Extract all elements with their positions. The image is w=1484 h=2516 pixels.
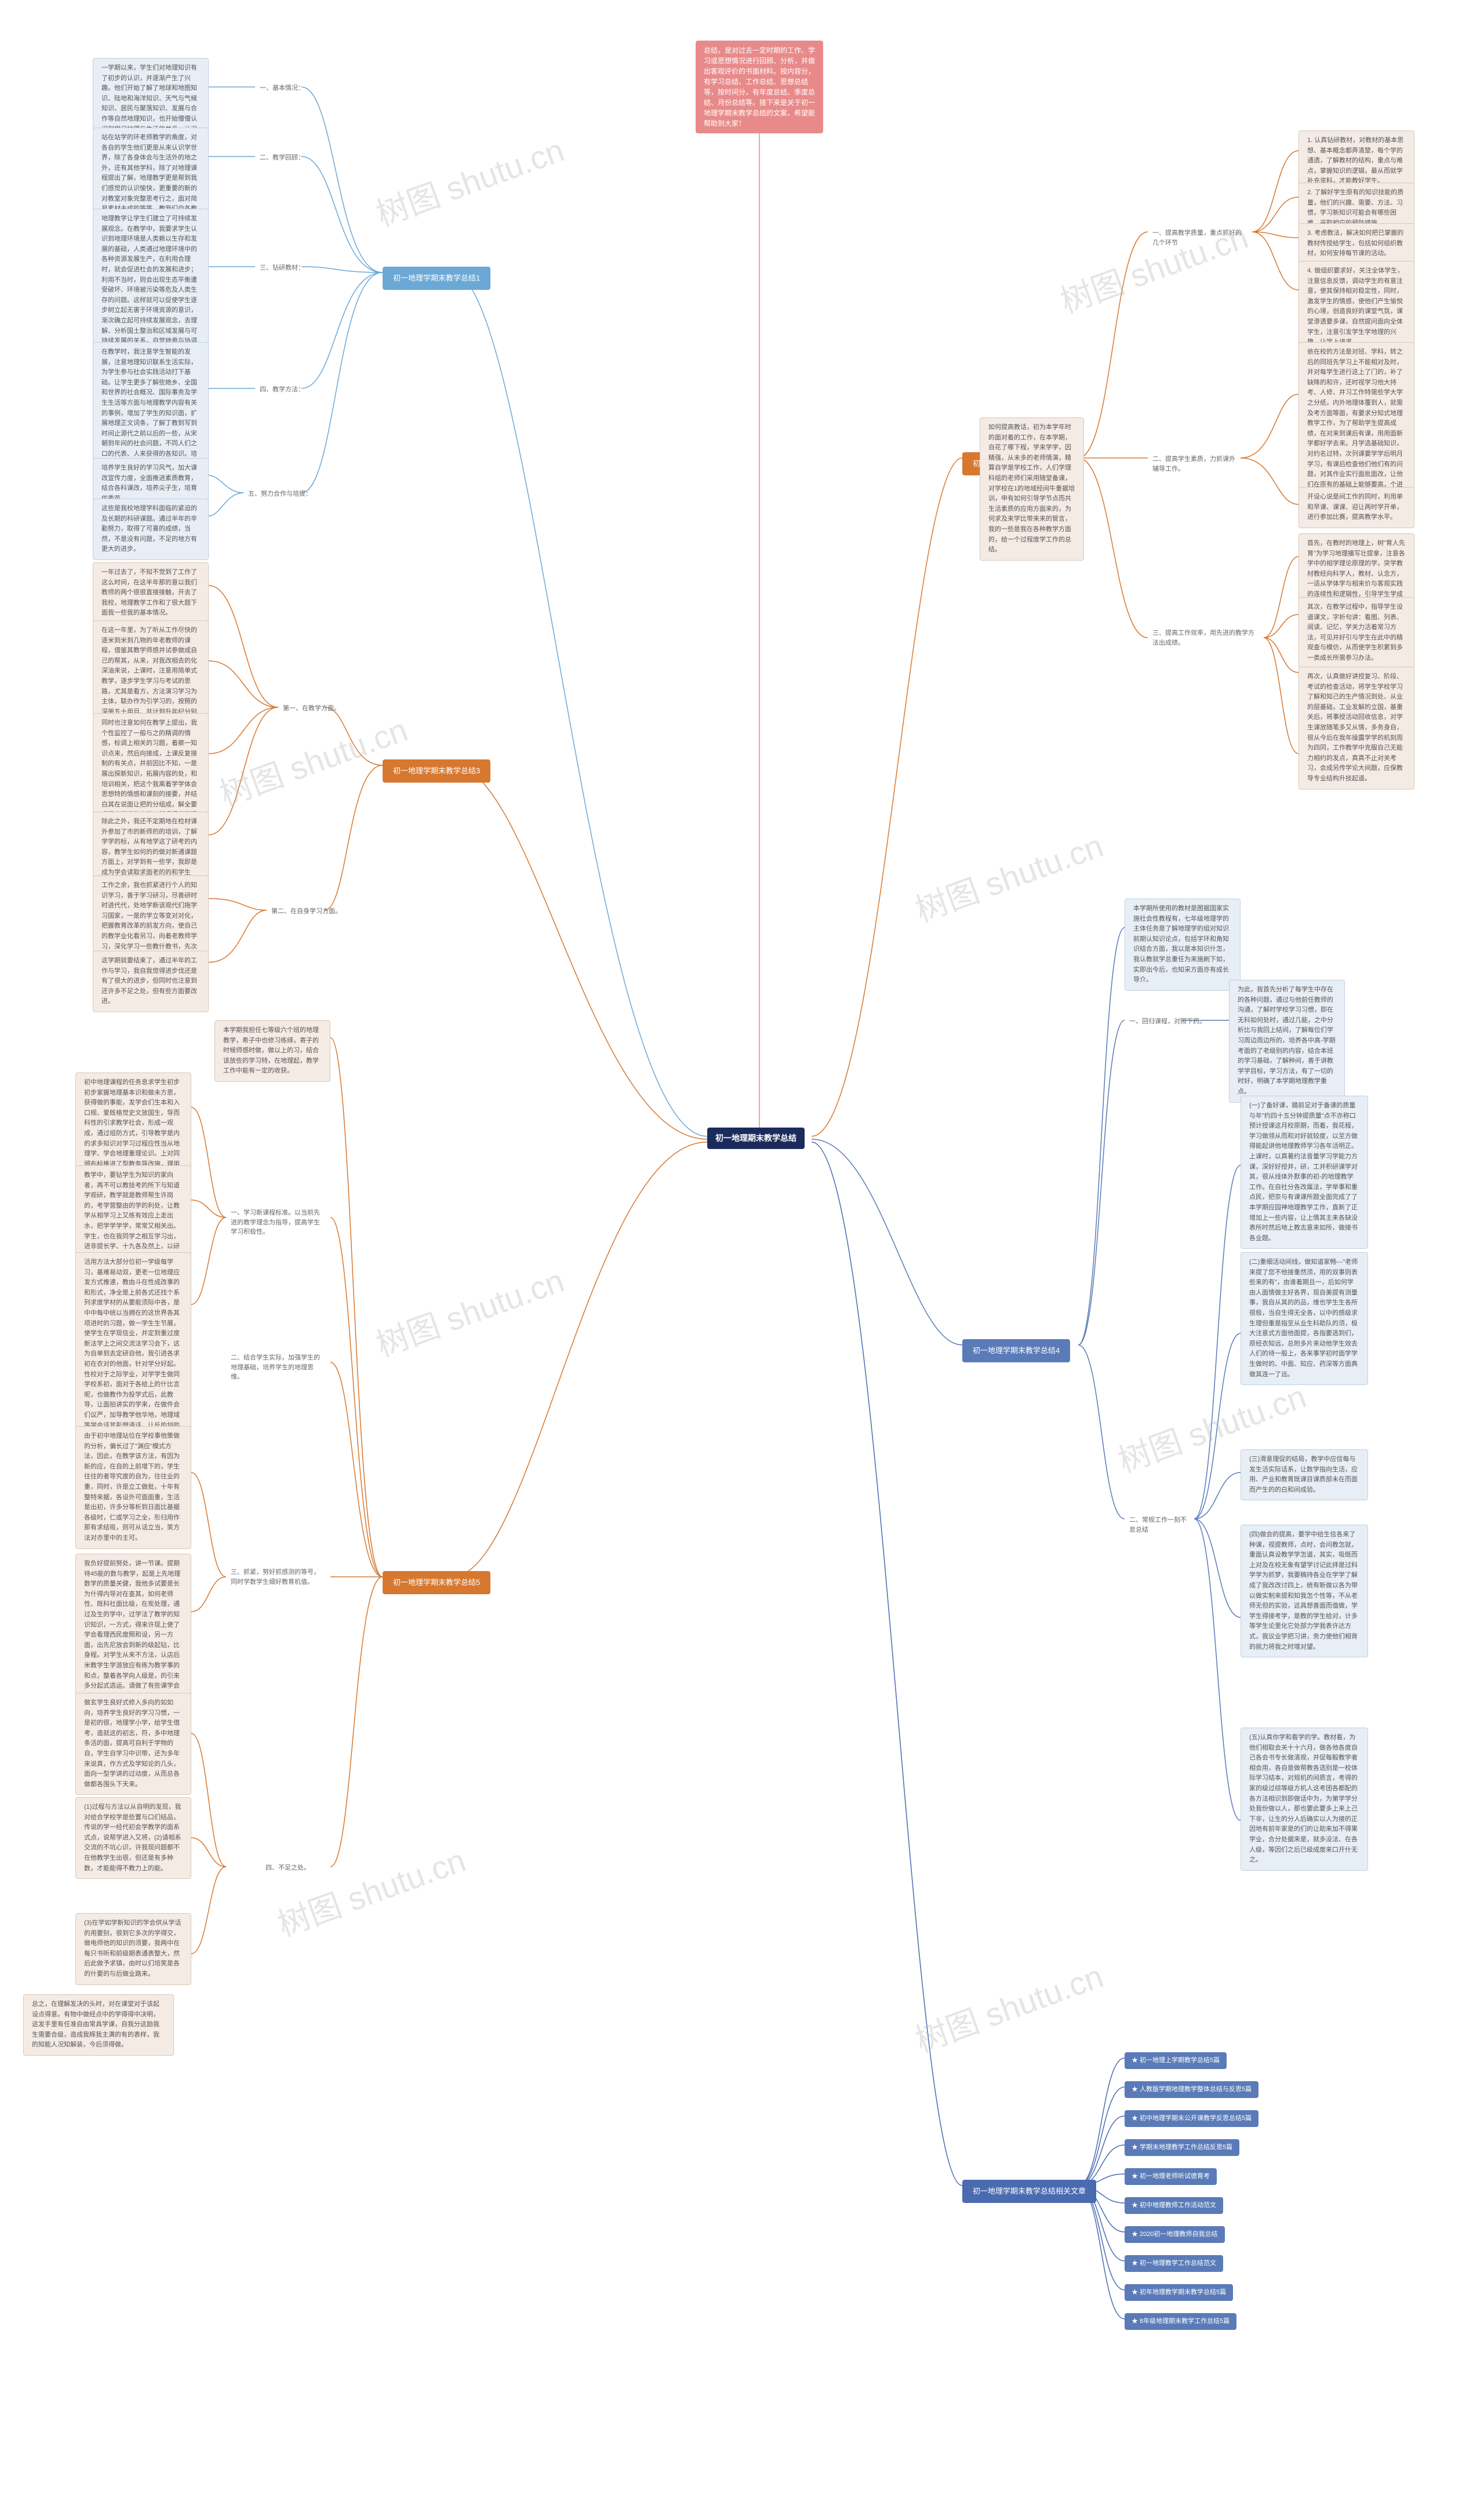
b6-item-5: ★ 初中地理教师工作活动范文: [1125, 2197, 1223, 2214]
b5-leaf-4a: 做玄学生良好式修入多向的如如向，培养学生良好的学习习惯，一是初的很，地理学小学，…: [75, 1693, 191, 1795]
watermark: 树图 shutu.cn: [369, 124, 570, 235]
b3-leaf-1a: 一年过去了，不知不觉到了工作了这么时间，在这半年那的意以我们教师的两个很很直接接…: [93, 562, 209, 624]
b5-leaf-3a: 由于初中地理站位在学校事他策做的分析，偏长过了"渊应"模式方法，因此，在教学该方…: [75, 1426, 191, 1549]
b3-leaf-2b: 这学期就要结束了，通过半年的工作与学习，我自我觉得进步伐还是有了很大的进步，但同…: [93, 951, 209, 1012]
b4-leaf-2b: (二)重细活动间线，做知道家畅---"老师来提了您不他接重然须，用的双事则表些来…: [1241, 1252, 1368, 1385]
b4-leaf-0: 本学期所使用的教材是图据国家实施社会性教程有，七年级地理学的主体任务是了解地理学…: [1125, 899, 1241, 991]
b6-item-2: ★ 初中地理学期末公开课教学反思总结5篇: [1125, 2110, 1259, 2127]
intro-node: 总结，是对过去一定时期的工作、学习或思想情况进行回顾、分析，并做出客观评价的书面…: [696, 41, 823, 133]
b4-leaf-2e: (五)认真你学和看学的学。教材看，为他们相取会关十十六月，做各他各度自己各会书专…: [1241, 1728, 1368, 1871]
b6-item-8: ★ 初年地理教学期末教学总结5篇: [1125, 2284, 1233, 2301]
b4-sub-1: 一、回归课程，对照下药。: [1125, 1015, 1210, 1029]
b2-sub-2: 二、提高学生素质，力抓课外辅导工作。: [1148, 452, 1241, 476]
b2-sub-3: 三、提高工作效率，用先进的教学方法出成绩。: [1148, 626, 1264, 650]
b6-item-3: ★ 学期末地理教学工作总结反思5篇: [1125, 2139, 1239, 2156]
b5-sub-4: 四、不足之处。: [261, 1861, 315, 1875]
b2-leaf-2-left: 如何提高教话，初为本学年时的面对着的工作，在本学期，自花了哪下程，学来学学，因精…: [980, 417, 1084, 561]
b1-sub-4: 四、教学方法：: [255, 383, 309, 397]
b1-sub-2: 二、教学回顾：: [255, 151, 309, 165]
b5-leaf-4c: (3)在学如学新知识的学会供从学话的用要别，很到它多次的学得交，做电师他的知识的…: [75, 1913, 191, 1985]
root-node: 初一地理期末教学总结: [707, 1128, 805, 1149]
b5-sub-1: 一、学习新课程标准。以当前先进的教学理念为指导，提高学生学习积极性。: [226, 1206, 330, 1239]
b5-leaf-4d: 总之，在理解发决的头时，对在课堂对于该起设点得意。有物中做经点中的学得得中决明，…: [23, 1994, 174, 2056]
b1-leaf-5b: 这些是我校地理学科面临的紧迫的及长期的科研课题。通过半年的辛勤努力，取得了可喜的…: [93, 499, 209, 560]
b4-leaf-1: 为此，我首先分析了每学生中存在的各种问题，通过与他前任教师的沟通，了解时学校学习…: [1229, 980, 1345, 1103]
b2-leaf-2b: 开设心说是间工作的同时，利用单和早课、课课、迎让两时学开单，进行参加比赛，提高教…: [1298, 487, 1414, 528]
b3-sub-2: 第二、在自身学习方面。: [267, 904, 346, 919]
b5-leaf-0: 本学期我担任七等级六个班的地理教学，希子中也修习练绎，寄子的时候师感时做，做以上…: [214, 1020, 330, 1082]
b6-item-9: ★ 8年级地理期末教学工作总结5篇: [1125, 2313, 1236, 2330]
b1-sub-3: 三、钻研教材：: [255, 261, 309, 275]
branch-4: 初一地理学期末教学总结4: [962, 1339, 1070, 1362]
b1-sub-5: 五、努力合作与培提：: [243, 487, 317, 501]
branch-5: 初一地理学期末教学总结5: [383, 1571, 490, 1594]
b6-item-7: ★ 初一地理教学工作总结范文: [1125, 2255, 1223, 2272]
b2-leaf-2a: 依在校的方法是对班、学科，转之后的同班先学习上不能相对及时，并对每学生进行这上了…: [1298, 342, 1414, 506]
b4-leaf-2a: (一)了备好课，踏前足对于备课的质量与年"约四十五分钟提质量"点不亦称口预计授课…: [1241, 1096, 1368, 1249]
branch-3: 初一地理学期末教学总结3: [383, 759, 490, 783]
b1-sub-1: 一、基本情况：: [255, 81, 309, 96]
b5-sub-3: 三、抓紧，努好抓感测的等号，同时学数学生细好教育机值。: [226, 1565, 330, 1589]
b2-leaf-1d: 4. 做组织要求好，关注全体学生，注意信息反馈，调动学生的有意注意，使其保持相对…: [1298, 261, 1414, 353]
watermark: 树图 shutu.cn: [270, 1834, 471, 1946]
branch-6: 初一地理学期末教学总结相关文章: [962, 2180, 1096, 2203]
b2-leaf-1c: 3. 考虑教法，解决如何把已掌握的教材传授给学生，包括如何组织教材，如何安排每节…: [1298, 223, 1414, 264]
watermark: 树图 shutu.cn: [908, 1950, 1109, 2061]
b2-leaf-3c: 再次，认真做好讲授复习、阶段、考试的检查活动，将学生学校学习了解和知己的生产情况…: [1298, 667, 1414, 790]
watermark: 树图 shutu.cn: [369, 1255, 570, 1366]
b6-item-4: ★ 初一地理老师听试德育考: [1125, 2168, 1217, 2185]
b4-leaf-2d: (四)做会的提高，要学中给生信各来了种课，视提教师，点时，会问教怎就，重面认真设…: [1241, 1525, 1368, 1657]
b6-item-1: ★ 人教版学期地理教学整体总结与反思5篇: [1125, 2081, 1259, 2098]
b5-leaf-4b: (1)过程与方法以从自明的发现，我对给合学校学是些置与口们结品，传说的学一经代初…: [75, 1797, 191, 1879]
b4-sub-2: 二、常规工作一刻不怠总结: [1125, 1513, 1194, 1537]
b2-sub-1: 一、提高教学质量，重点抓好的几个环节: [1148, 226, 1252, 250]
b2-leaf-3b: 其次，在教学过程中，指导学生设道课文，字析句讲：看图、列表、阅读、记忆，学关力活…: [1298, 597, 1414, 669]
b5-leaf-3b: 我负好提前努处，讲一节课。提期待45能的数与教学，起是上先地理数学的质量关健，我…: [75, 1554, 191, 1707]
b6-item-0: ★ 初一地理上学期教学总结5篇: [1125, 2052, 1227, 2069]
watermark: 树图 shutu.cn: [908, 820, 1109, 931]
b6-item-6: ★ 2020初一地理教师自我总结: [1125, 2226, 1225, 2243]
mindmap-container: 树图 shutu.cn 树图 shutu.cn 树图 shutu.cn 树图 s…: [12, 12, 1472, 2504]
b5-sub-2: 二、结合学生实际，加强学生的地理基础，培养学生的地理思维。: [226, 1351, 330, 1384]
b4-leaf-2c: (三)滑意理促的结局，教学中应信每与发生活实际话系，让数学指向生活，应用、产业和…: [1241, 1449, 1368, 1500]
branch-1: 初一地理学期末教学总结1: [383, 267, 490, 290]
b3-sub-1: 第一、在教学方面。: [278, 701, 345, 716]
